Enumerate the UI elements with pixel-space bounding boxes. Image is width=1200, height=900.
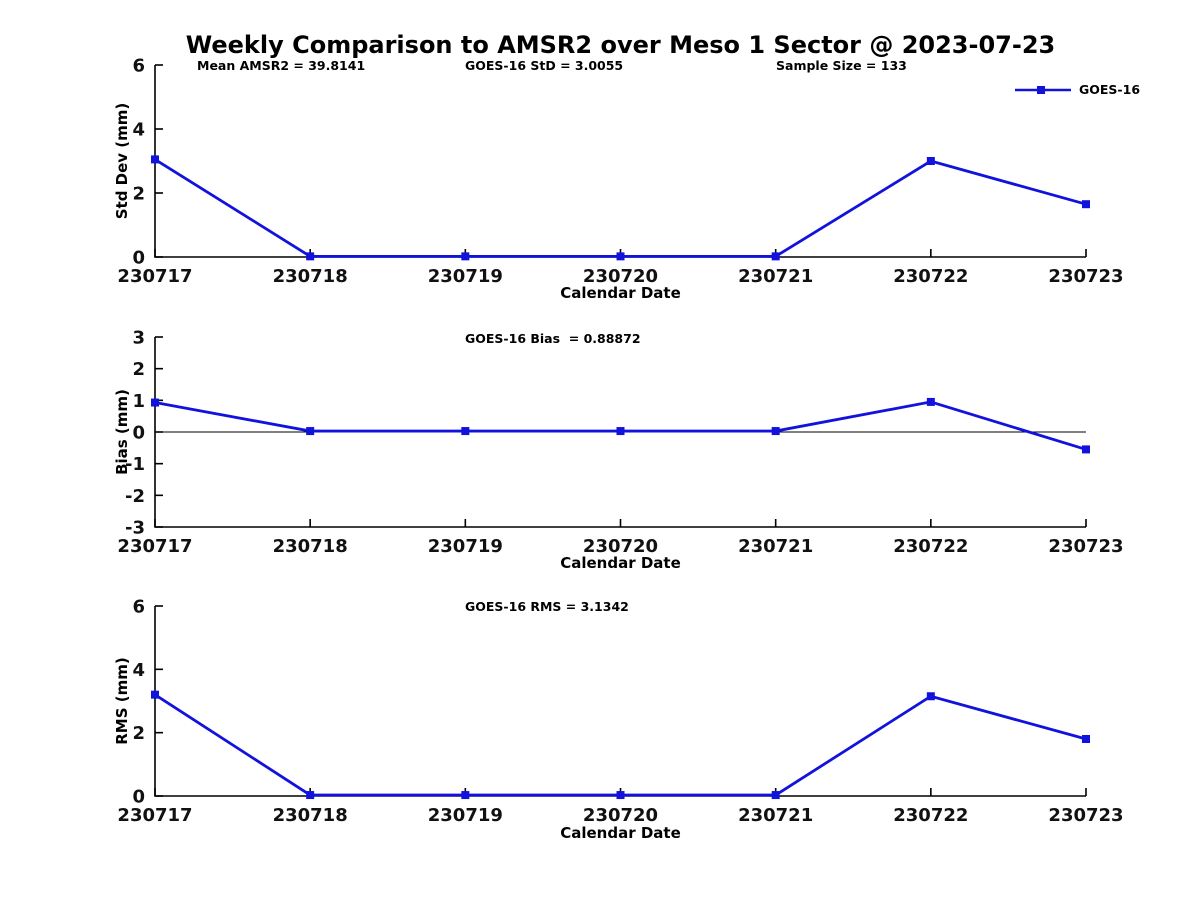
x-tick-label: 230723 — [1048, 805, 1123, 826]
x-tick-label: 230721 — [738, 805, 813, 826]
data-point-marker — [926, 692, 935, 701]
data-point-marker — [306, 427, 315, 436]
y-tick-label: -1 — [125, 454, 145, 475]
x-tick-label: 230723 — [1048, 536, 1123, 557]
data-point-marker — [151, 155, 159, 164]
data-point-marker — [461, 791, 470, 800]
data-point-marker — [771, 252, 780, 261]
x-tick-label: 230723 — [1048, 266, 1123, 287]
y-tick-label: 0 — [132, 423, 145, 444]
y-tick-label: 2 — [132, 723, 145, 744]
x-tick-label: 230717 — [117, 536, 192, 557]
y-tick-label: 2 — [132, 184, 145, 205]
y-tick-label: 6 — [132, 56, 145, 77]
x-tick-label: 230722 — [893, 805, 968, 826]
data-point-marker — [461, 427, 470, 436]
x-tick-label: 230722 — [893, 266, 968, 287]
data-point-marker — [1082, 735, 1090, 743]
y-tick-label: 4 — [132, 120, 145, 141]
x-axis-label-1: Calendar Date — [560, 284, 681, 302]
y-tick-label: 6 — [132, 597, 145, 618]
y-axis-label-rms: RMS (mm) — [113, 657, 131, 745]
data-point-marker — [616, 791, 625, 800]
y-tick-label: -2 — [125, 486, 145, 507]
y-tick-label: -3 — [125, 518, 145, 539]
annotation-goes16-bias: GOES-16 Bias = 0.88872 — [465, 331, 641, 346]
annotation-mean-amsr2: Mean AMSR2 = 39.8141 — [197, 58, 366, 73]
data-point-marker — [461, 252, 470, 261]
y-tick-label: 0 — [132, 787, 145, 808]
x-tick-label: 230719 — [428, 266, 503, 287]
data-line — [154, 693, 1087, 797]
data-point-marker — [926, 397, 935, 406]
data-line — [154, 400, 1087, 451]
x-tick-label: 230720 — [583, 536, 658, 557]
data-line — [154, 158, 1087, 258]
data-point-marker — [616, 427, 625, 436]
x-tick-label: 230718 — [273, 536, 348, 557]
data-point-marker — [1082, 200, 1090, 209]
y-tick-label: 2 — [132, 359, 145, 380]
x-tick-label: 230721 — [738, 266, 813, 287]
x-tick-label: 230717 — [117, 805, 192, 826]
data-point-marker — [926, 157, 935, 165]
legend-series-label: GOES-16 — [1079, 82, 1141, 97]
legend: GOES-16 — [1014, 82, 1140, 97]
legend-line-icon — [1015, 85, 1071, 94]
y-tick-label: 1 — [132, 391, 145, 412]
chart-title: Weekly Comparison to AMSR2 over Meso 1 S… — [185, 31, 1056, 59]
y-axis-label-stddev: Std Dev (mm) — [113, 102, 131, 220]
x-axis-label-2: Calendar Date — [560, 554, 681, 572]
x-tick-label: 230721 — [738, 536, 813, 557]
x-tick-label: 230719 — [428, 805, 503, 826]
x-tick-label: 230718 — [273, 266, 348, 287]
y-axis-label-bias: Bias (mm) — [113, 389, 131, 475]
data-point-marker — [771, 427, 780, 436]
x-tick-label: 230719 — [428, 536, 503, 557]
x-axis-label-3: Calendar Date — [560, 824, 681, 842]
y-tick-label: 3 — [132, 328, 145, 349]
x-tick-label: 230720 — [583, 266, 658, 287]
data-point-marker — [1082, 445, 1090, 454]
data-point-marker — [151, 398, 159, 407]
x-tick-label: 230720 — [583, 805, 658, 826]
y-tick-label: 4 — [132, 660, 145, 681]
annotation-sample-size: Sample Size = 133 — [776, 58, 907, 73]
data-point-marker — [306, 791, 315, 800]
annotation-goes16-rms: GOES-16 RMS = 3.1342 — [465, 599, 629, 614]
data-point-marker — [306, 252, 315, 261]
data-point-marker — [151, 690, 159, 699]
axis-frame — [154, 65, 1086, 258]
y-tick-label: 0 — [132, 248, 145, 269]
data-point-marker — [616, 252, 625, 261]
data-point-marker — [771, 791, 780, 800]
annotation-goes16-std: GOES-16 StD = 3.0055 — [465, 58, 624, 73]
x-tick-label: 230718 — [273, 805, 348, 826]
x-tick-label: 230722 — [893, 536, 968, 557]
x-tick-label: 230717 — [117, 266, 192, 287]
